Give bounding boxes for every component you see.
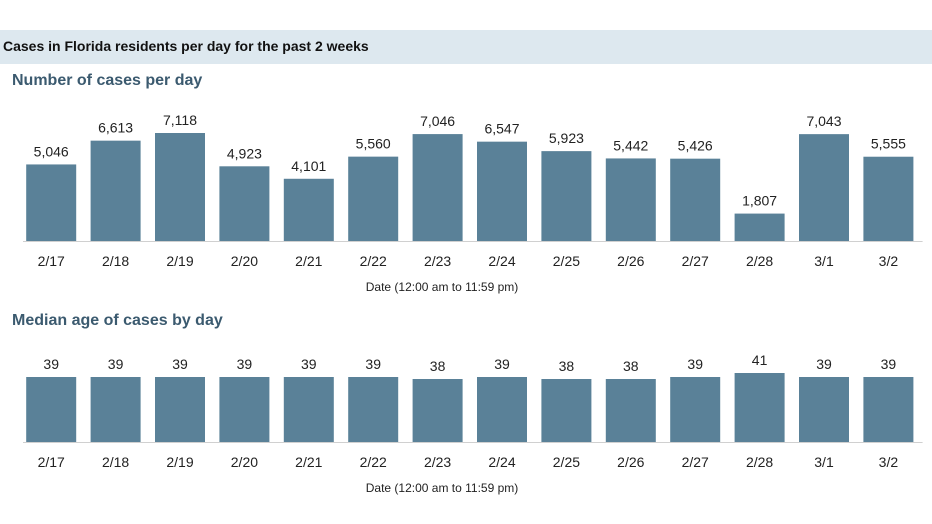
data-label: 39 bbox=[301, 356, 317, 372]
bar bbox=[477, 141, 527, 241]
x-tick-label: 2/27 bbox=[682, 454, 709, 470]
data-label: 5,046 bbox=[34, 143, 69, 159]
x-tick-label: 2/24 bbox=[488, 253, 515, 269]
page-title: Cases in Florida residents per day for t… bbox=[3, 38, 369, 54]
x-tick-label: 3/2 bbox=[879, 454, 899, 470]
bar bbox=[605, 379, 656, 442]
bar bbox=[155, 133, 205, 241]
data-label: 38 bbox=[623, 358, 639, 374]
cases-bar-chart: 5,046 2/17 6,613 2/18 7,118 2/19 4,923 2/20 4,10… bbox=[23, 112, 923, 294]
bar bbox=[283, 178, 334, 241]
bar bbox=[670, 377, 721, 442]
data-label: 38 bbox=[430, 358, 446, 374]
bar bbox=[734, 373, 785, 442]
x-tick-label: 2/28 bbox=[746, 454, 773, 470]
bar bbox=[26, 377, 77, 442]
data-label: 6,547 bbox=[484, 121, 519, 137]
x-tick-label: 2/25 bbox=[553, 454, 580, 470]
bar bbox=[734, 213, 785, 241]
bar bbox=[283, 377, 334, 442]
x-tick-label: 2/25 bbox=[553, 253, 580, 269]
data-label: 5,555 bbox=[871, 136, 906, 152]
data-label: 5,560 bbox=[356, 136, 391, 152]
bar bbox=[26, 164, 77, 241]
data-label: 39 bbox=[494, 356, 510, 372]
x-tick-label: 3/2 bbox=[879, 253, 899, 269]
bar bbox=[348, 377, 399, 442]
data-label: 4,923 bbox=[227, 145, 262, 161]
bar bbox=[605, 158, 656, 241]
x-axis-label: Date (12:00 am to 11:59 pm) bbox=[366, 481, 519, 495]
x-tick-label: 2/22 bbox=[360, 253, 387, 269]
x-tick-label: 2/23 bbox=[424, 253, 451, 269]
bar bbox=[863, 377, 914, 442]
bar bbox=[219, 166, 270, 241]
bar bbox=[541, 151, 592, 241]
x-tick-label: 2/26 bbox=[617, 253, 644, 269]
data-label: 39 bbox=[108, 356, 124, 372]
data-label: 38 bbox=[559, 358, 575, 374]
x-axis-label: Date (12:00 am to 11:59 pm) bbox=[366, 280, 519, 294]
x-tick-label: 2/18 bbox=[102, 253, 129, 269]
data-label: 6,613 bbox=[98, 120, 133, 136]
header-band bbox=[0, 30, 932, 64]
data-label: 5,426 bbox=[678, 138, 713, 154]
x-tick-label: 2/26 bbox=[617, 454, 644, 470]
x-tick-label: 2/27 bbox=[682, 253, 709, 269]
bar bbox=[219, 377, 270, 442]
x-tick-label: 2/21 bbox=[295, 454, 322, 470]
x-tick-label: 2/17 bbox=[38, 454, 65, 470]
x-tick-label: 2/17 bbox=[38, 253, 65, 269]
x-tick-label: 2/20 bbox=[231, 454, 258, 470]
bar bbox=[348, 156, 399, 241]
data-label: 39 bbox=[687, 356, 703, 372]
bar bbox=[90, 140, 141, 241]
data-label: 41 bbox=[752, 352, 768, 368]
chart-title-cases: Number of cases per day bbox=[12, 72, 203, 89]
x-tick-label: 2/23 bbox=[424, 454, 451, 470]
data-label: 5,923 bbox=[549, 130, 584, 146]
x-tick-label: 2/20 bbox=[231, 253, 258, 269]
x-tick-label: 2/18 bbox=[102, 454, 129, 470]
median-age-bar-chart: 39 2/17 39 2/18 39 2/19 39 2/20 39 2/21 39 2/22 38 2/… bbox=[23, 352, 923, 495]
data-label: 5,442 bbox=[613, 137, 648, 153]
data-label: 7,118 bbox=[163, 112, 197, 128]
x-tick-label: 2/19 bbox=[166, 454, 193, 470]
data-label: 7,046 bbox=[420, 113, 455, 129]
x-tick-label: 3/1 bbox=[814, 454, 834, 470]
bar bbox=[863, 156, 914, 241]
x-tick-label: 2/22 bbox=[360, 454, 387, 470]
data-label: 39 bbox=[172, 356, 188, 372]
bar bbox=[477, 377, 527, 442]
data-label: 39 bbox=[881, 356, 897, 372]
bar bbox=[670, 158, 721, 241]
bar bbox=[90, 377, 141, 442]
data-label: 7,043 bbox=[806, 113, 841, 129]
bar bbox=[155, 377, 205, 442]
x-tick-label: 2/24 bbox=[488, 454, 515, 470]
x-tick-label: 2/28 bbox=[746, 253, 773, 269]
x-tick-label: 2/21 bbox=[295, 253, 322, 269]
x-tick-label: 2/19 bbox=[166, 253, 193, 269]
chart-title-median-age: Median age of cases by day bbox=[12, 312, 223, 329]
data-label: 1,807 bbox=[742, 193, 777, 209]
bar bbox=[541, 379, 592, 442]
data-label: 39 bbox=[43, 356, 59, 372]
bar bbox=[412, 134, 463, 241]
x-tick-label: 3/1 bbox=[814, 253, 834, 269]
data-label: 39 bbox=[365, 356, 381, 372]
data-label: 39 bbox=[237, 356, 253, 372]
bar bbox=[412, 379, 463, 442]
bar bbox=[799, 134, 849, 241]
data-label: 39 bbox=[816, 356, 832, 372]
data-label: 4,101 bbox=[291, 158, 326, 174]
bar bbox=[799, 377, 849, 442]
